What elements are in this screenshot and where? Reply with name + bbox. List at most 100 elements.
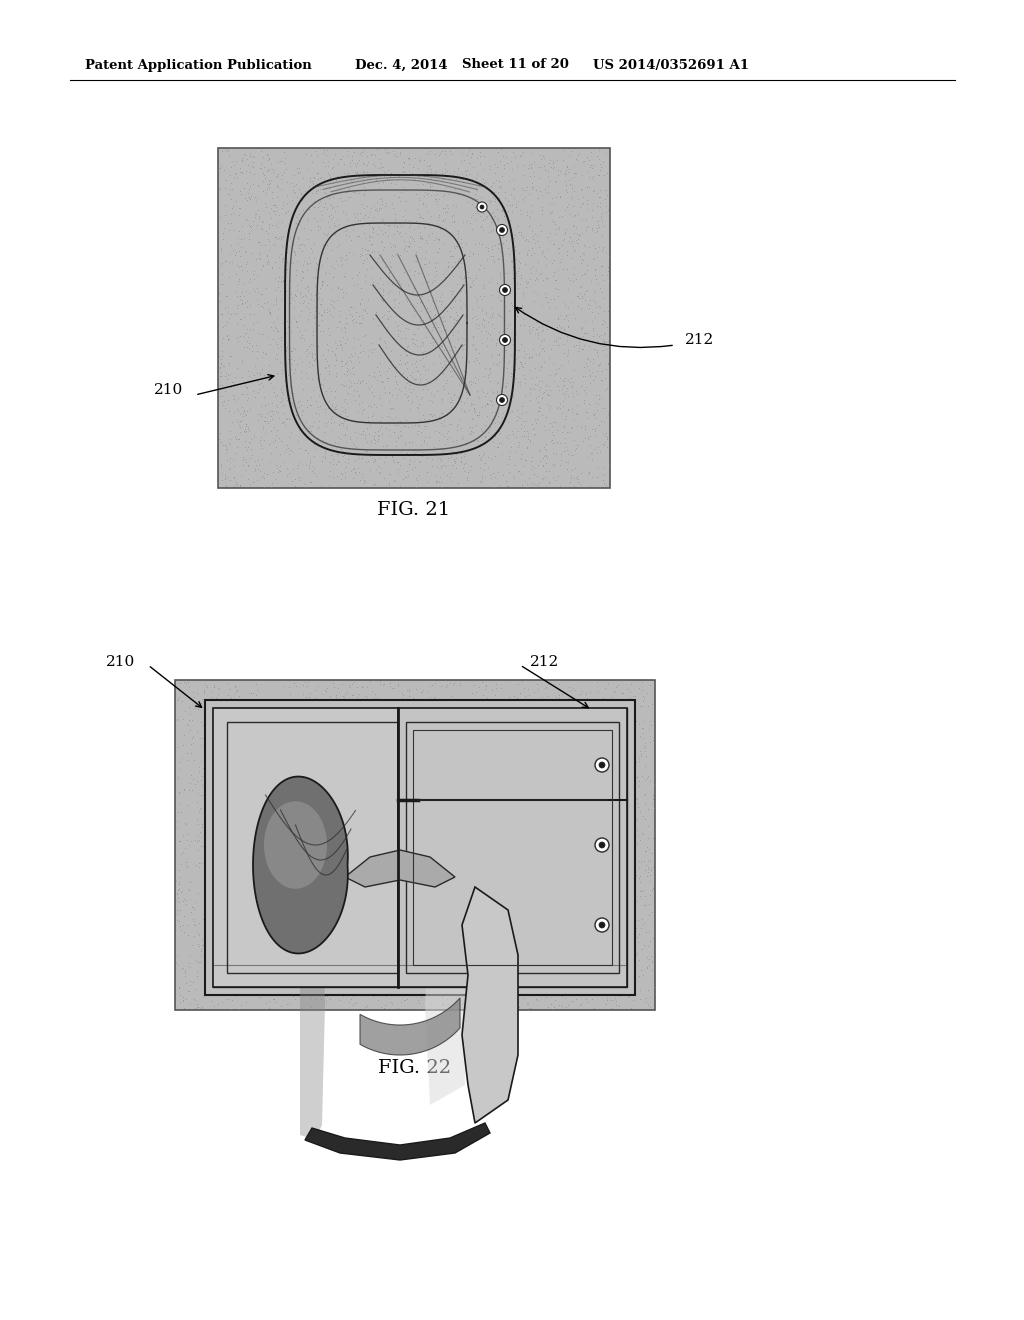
Point [310,428,327,449]
Point [469,194,485,215]
Point [346,777,362,799]
Point [599,987,615,1008]
Point [212,809,228,830]
Point [475,804,492,825]
Point [459,347,475,368]
Point [415,680,431,701]
Point [311,286,328,308]
Point [256,810,272,832]
Point [633,743,649,764]
Point [563,896,580,917]
Point [521,429,538,450]
Point [434,788,451,809]
Point [256,168,272,189]
Point [591,845,607,866]
Point [404,879,421,900]
Point [493,388,509,409]
Point [295,801,311,822]
Point [230,830,247,851]
Point [349,273,366,294]
Point [288,833,304,854]
Point [529,709,546,730]
Point [595,866,611,887]
Point [457,294,473,315]
Point [476,898,493,919]
Point [630,824,646,845]
Point [194,816,210,837]
Point [474,219,490,240]
Point [260,884,276,906]
Point [380,226,396,247]
Point [515,226,531,247]
Point [408,210,424,231]
Point [247,459,263,480]
Point [390,462,407,483]
Point [410,470,426,491]
Point [325,454,341,475]
Point [239,384,255,405]
Point [534,294,550,315]
Point [207,771,223,792]
Point [465,393,481,414]
Point [567,467,584,488]
Point [526,290,543,312]
Point [311,321,328,342]
Point [263,779,280,800]
Point [532,397,549,418]
Point [258,246,274,267]
Point [369,279,385,300]
Point [626,973,642,994]
Point [433,838,450,859]
Point [220,822,237,843]
Point [606,681,623,702]
Point [444,430,461,451]
Point [334,945,350,966]
Point [523,972,540,993]
Point [269,276,286,297]
Point [274,271,291,292]
Point [519,751,536,772]
Point [375,172,391,193]
Point [542,395,558,416]
Point [337,218,353,239]
Point [510,898,526,919]
Point [573,920,590,941]
Point [510,830,526,851]
Point [386,412,402,433]
Point [634,822,650,843]
Point [421,251,437,272]
Point [497,201,513,222]
Point [497,392,513,413]
Point [396,433,413,454]
Point [508,197,524,218]
Point [596,288,612,309]
Point [323,698,339,719]
Point [511,870,527,891]
Point [246,268,262,289]
Point [572,474,589,495]
Point [557,383,573,404]
Point [375,281,391,302]
Point [342,304,358,325]
Point [494,234,510,255]
Point [483,818,500,840]
Point [505,333,521,354]
Point [397,891,414,912]
Point [257,762,273,783]
Point [591,148,607,169]
Point [407,323,423,345]
Point [357,372,374,393]
Point [389,314,406,335]
Point [383,715,399,737]
Point [290,710,306,731]
Point [351,293,368,314]
Point [382,399,398,420]
Point [484,904,501,925]
Point [248,191,264,213]
Point [531,345,548,366]
Point [349,347,366,368]
Point [290,226,306,247]
Point [228,242,245,263]
Point [614,723,631,744]
Point [245,884,261,906]
